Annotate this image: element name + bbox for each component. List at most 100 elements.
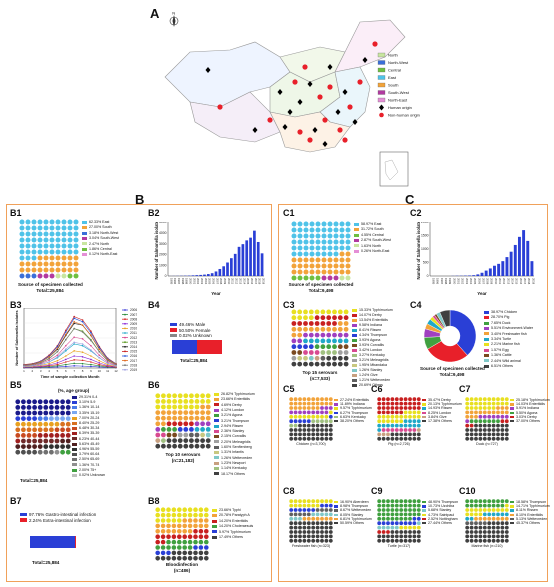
waffle-dot: [309, 227, 315, 233]
series-point: [106, 361, 109, 363]
waffle-dot: [160, 529, 166, 534]
waffle-dot: [61, 225, 67, 231]
legend-label: 8.40% 25-29: [79, 421, 100, 425]
waffle-dot: [37, 399, 43, 405]
legend-item: 1.36% 70-74: [72, 463, 99, 467]
waffle-dot: [204, 507, 209, 512]
svg-text:Non-human origin: Non-human origin: [388, 113, 420, 118]
waffle-dot: [465, 414, 470, 419]
legend-label: 2.00% 75+: [79, 467, 97, 472]
waffle-dot: [320, 436, 324, 441]
waffle-dot: [43, 449, 49, 455]
waffle-dot: [403, 397, 408, 402]
stacked-segment: [74, 536, 76, 548]
legend-label: 45.37% Others: [516, 521, 540, 525]
bar: [476, 274, 480, 276]
legend-swatch: [334, 509, 338, 512]
series-point: [90, 344, 92, 347]
waffle-dot: [182, 529, 187, 534]
legend-swatch: [510, 399, 514, 402]
legend-label: 3.93% Agona: [359, 338, 381, 342]
waffle-dot: [60, 410, 65, 416]
legend-item: 2.36% Stanley: [214, 429, 244, 433]
waffle-dot: [491, 538, 496, 543]
x-tick-label: 2013: [506, 278, 510, 285]
waffle-dot: [303, 263, 309, 269]
waffle-dot: [302, 436, 307, 441]
waffle-dot: [482, 503, 487, 508]
legend-swatch: [352, 358, 357, 362]
waffle-dot: [482, 401, 487, 406]
series-point: [90, 330, 92, 332]
series-point: [73, 320, 75, 323]
waffle-dot: [311, 534, 316, 539]
svg-text:East: East: [388, 75, 397, 80]
waffle-dot: [320, 309, 326, 315]
b1-title: Source of specimen collected: [18, 282, 83, 287]
waffle-dot: [465, 419, 470, 424]
legend-label: 4.96% 55-59: [79, 447, 100, 451]
panel-b-frame: [6, 204, 272, 582]
legend-swatch: [72, 463, 77, 467]
legend-item: 8.05% Stanley: [334, 513, 363, 517]
series-point: [81, 362, 84, 365]
waffle-dot: [482, 525, 487, 530]
waffle-dot: [465, 503, 470, 508]
waffle-dot: [311, 406, 316, 410]
x-tick-label: 2001: [192, 278, 196, 285]
legend-item: 1.60% Senftenberg: [214, 445, 252, 449]
waffle-dot: [37, 433, 43, 438]
waffle-dot: [177, 507, 182, 512]
waffle-dot: [487, 516, 492, 521]
waffle-dot: [394, 419, 399, 424]
waffle-dot: [469, 521, 474, 526]
legend-item: 1.57% Egg: [484, 348, 509, 352]
waffle-dot: [478, 503, 483, 508]
series-line: [23, 365, 117, 369]
waffle-dot: [320, 397, 324, 402]
line-chart-b3: 1 2 3 4 5 6 7 8 9 10 11 122006200720082009201020112…: [15, 308, 137, 379]
c6-title: Pig (n=2,726): [388, 442, 410, 446]
legend-item: 2.00% 75+: [72, 468, 96, 472]
legend-item: 3.35% 15-19: [72, 411, 99, 415]
waffle-dot: [321, 227, 327, 233]
waffle-dot: [386, 410, 390, 415]
waffle-dot: [177, 534, 182, 539]
c4-total: Total=9,498: [439, 372, 465, 377]
waffle-dot: [166, 399, 172, 404]
waffle-dot: [491, 428, 496, 432]
waffle-dot: [315, 534, 320, 539]
waffle-dot: [326, 326, 332, 332]
waffle-dot: [465, 499, 470, 504]
waffle-dot: [377, 414, 382, 419]
waffle-dot: [65, 433, 71, 438]
waffle-dot: [25, 237, 31, 243]
human-origin-marker: [352, 119, 358, 125]
legend-swatch: [170, 328, 177, 332]
waffle-dot: [298, 428, 302, 432]
waffle-dot: [390, 436, 395, 441]
waffle-dot: [183, 404, 189, 410]
waffle-dot: [25, 231, 31, 237]
waffle-dot: [187, 539, 193, 545]
waffle-dot: [345, 227, 351, 233]
legend-swatch: [212, 535, 217, 539]
waffle-dot: [166, 443, 172, 449]
legend-swatch: [422, 522, 426, 525]
series-point: [98, 363, 101, 366]
waffle-dot: [43, 219, 49, 225]
waffle-dot: [189, 421, 194, 427]
waffle-dot: [381, 428, 386, 432]
x-tick-label: 1999: [448, 278, 452, 285]
waffle-dot: [306, 423, 311, 428]
y-tick-label: 1000: [421, 247, 429, 251]
waffle-dot: [183, 432, 189, 438]
y-tick-label: 2000: [421, 222, 429, 224]
waffle-dot: [394, 428, 399, 432]
waffle-dot: [320, 338, 326, 344]
waffle-dot: [328, 530, 333, 534]
waffle-dot: [478, 436, 483, 441]
waffle-dot: [321, 269, 327, 275]
waffle-dot: [478, 508, 483, 512]
waffle-dot: [314, 355, 320, 361]
